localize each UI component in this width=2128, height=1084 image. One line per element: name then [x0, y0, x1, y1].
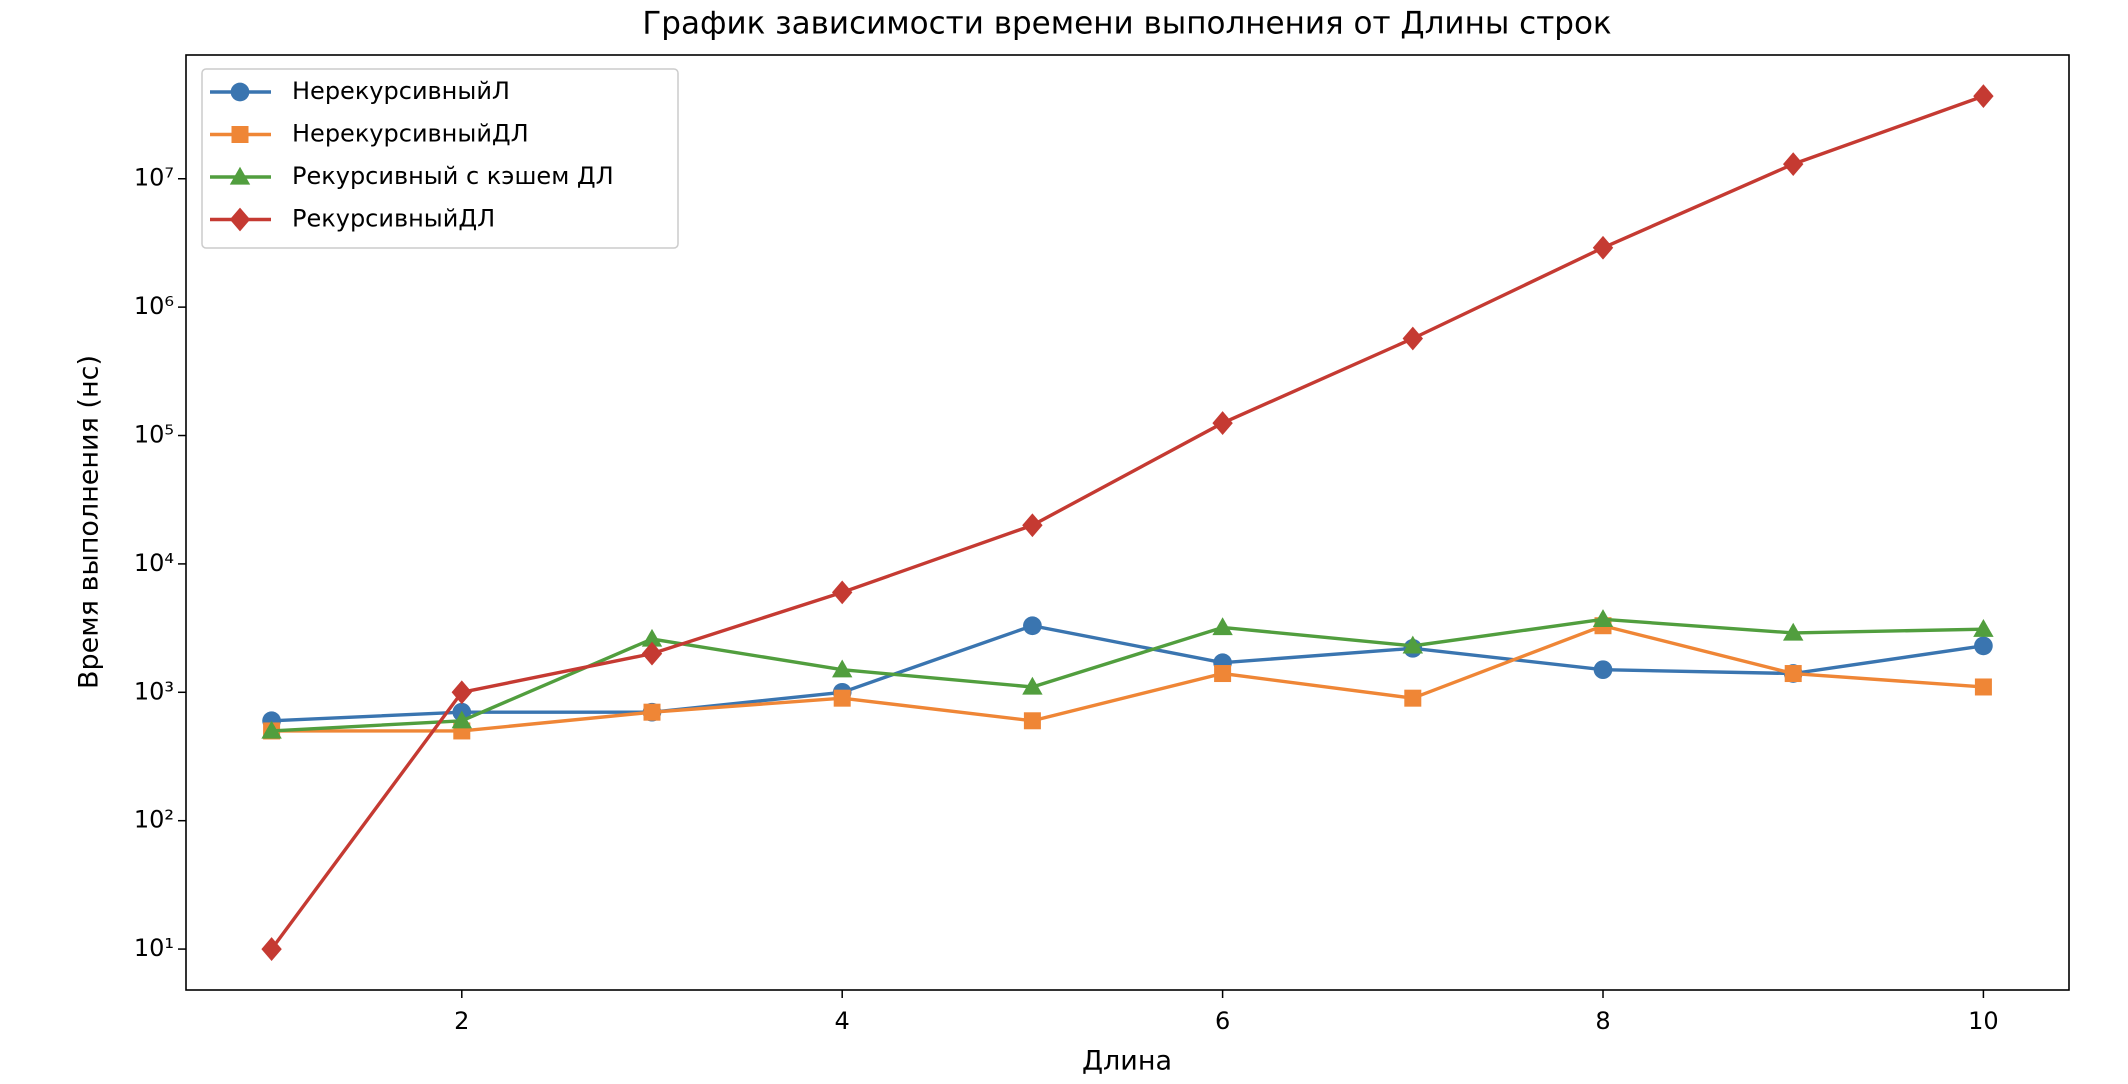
x-tick-label: 2	[454, 1007, 469, 1035]
y-tick-label: 10⁷	[134, 164, 174, 192]
y-tick-label: 10¹	[134, 934, 174, 962]
marker	[1212, 617, 1233, 636]
legend-label: НерекурсивныйЛ	[292, 77, 510, 105]
y-axis-label: Время выполнения (нс)	[74, 355, 105, 689]
series-line	[271, 623, 1984, 723]
marker	[451, 710, 472, 729]
marker	[831, 580, 853, 605]
series-line	[271, 617, 1984, 733]
marker	[1402, 635, 1424, 654]
series-line	[271, 623, 1984, 733]
marker	[1783, 152, 1804, 177]
series-line	[270, 94, 1984, 951]
marker	[1974, 636, 1993, 656]
x-tick-label: 10	[1968, 1007, 1999, 1035]
marker	[1402, 326, 1424, 351]
marker	[1023, 712, 1041, 730]
y-tick-label: 10⁶	[134, 292, 174, 320]
marker	[1592, 609, 1614, 627]
x-tick-label: 8	[1595, 1007, 1610, 1035]
marker	[1973, 619, 1994, 637]
marker	[229, 166, 251, 185]
marker	[641, 641, 663, 666]
marker	[1784, 665, 1802, 683]
marker	[1593, 660, 1613, 680]
marker	[229, 207, 251, 232]
marker	[641, 628, 663, 647]
marker	[833, 689, 851, 707]
y-tick-label: 10⁴	[134, 549, 174, 577]
marker	[1404, 689, 1422, 707]
marker	[1022, 676, 1043, 695]
marker	[1212, 411, 1233, 435]
plot-frame	[185, 54, 2070, 991]
marker	[230, 82, 250, 102]
x-tick-label: 4	[835, 1007, 850, 1035]
marker	[231, 126, 249, 143]
marker	[1783, 622, 1804, 641]
marker	[261, 937, 282, 961]
legend-label: Рекурсивный с кэшем ДЛ	[292, 162, 614, 190]
marker	[451, 680, 472, 705]
marker	[1214, 665, 1232, 683]
x-axis-label: Длина	[1082, 1046, 1172, 1077]
chart-title: График зависимости времени выполнения от…	[642, 6, 1611, 42]
y-tick-label: 10⁵	[134, 421, 174, 449]
marker	[1974, 678, 1992, 696]
marker	[261, 720, 282, 739]
y-tick-label: 10³	[134, 677, 174, 705]
marker	[1592, 235, 1614, 260]
x-tick-label: 6	[1215, 1007, 1230, 1035]
legend-box	[201, 68, 679, 249]
legend-label: НерекурсивныйДЛ	[292, 120, 529, 148]
marker	[643, 703, 661, 721]
marker	[1023, 616, 1042, 636]
y-tick-label: 10²	[134, 806, 174, 834]
marker	[1973, 84, 1994, 109]
marker	[1022, 513, 1043, 538]
marker	[831, 659, 853, 678]
legend-label: РекурсивныйДЛ	[292, 205, 495, 233]
